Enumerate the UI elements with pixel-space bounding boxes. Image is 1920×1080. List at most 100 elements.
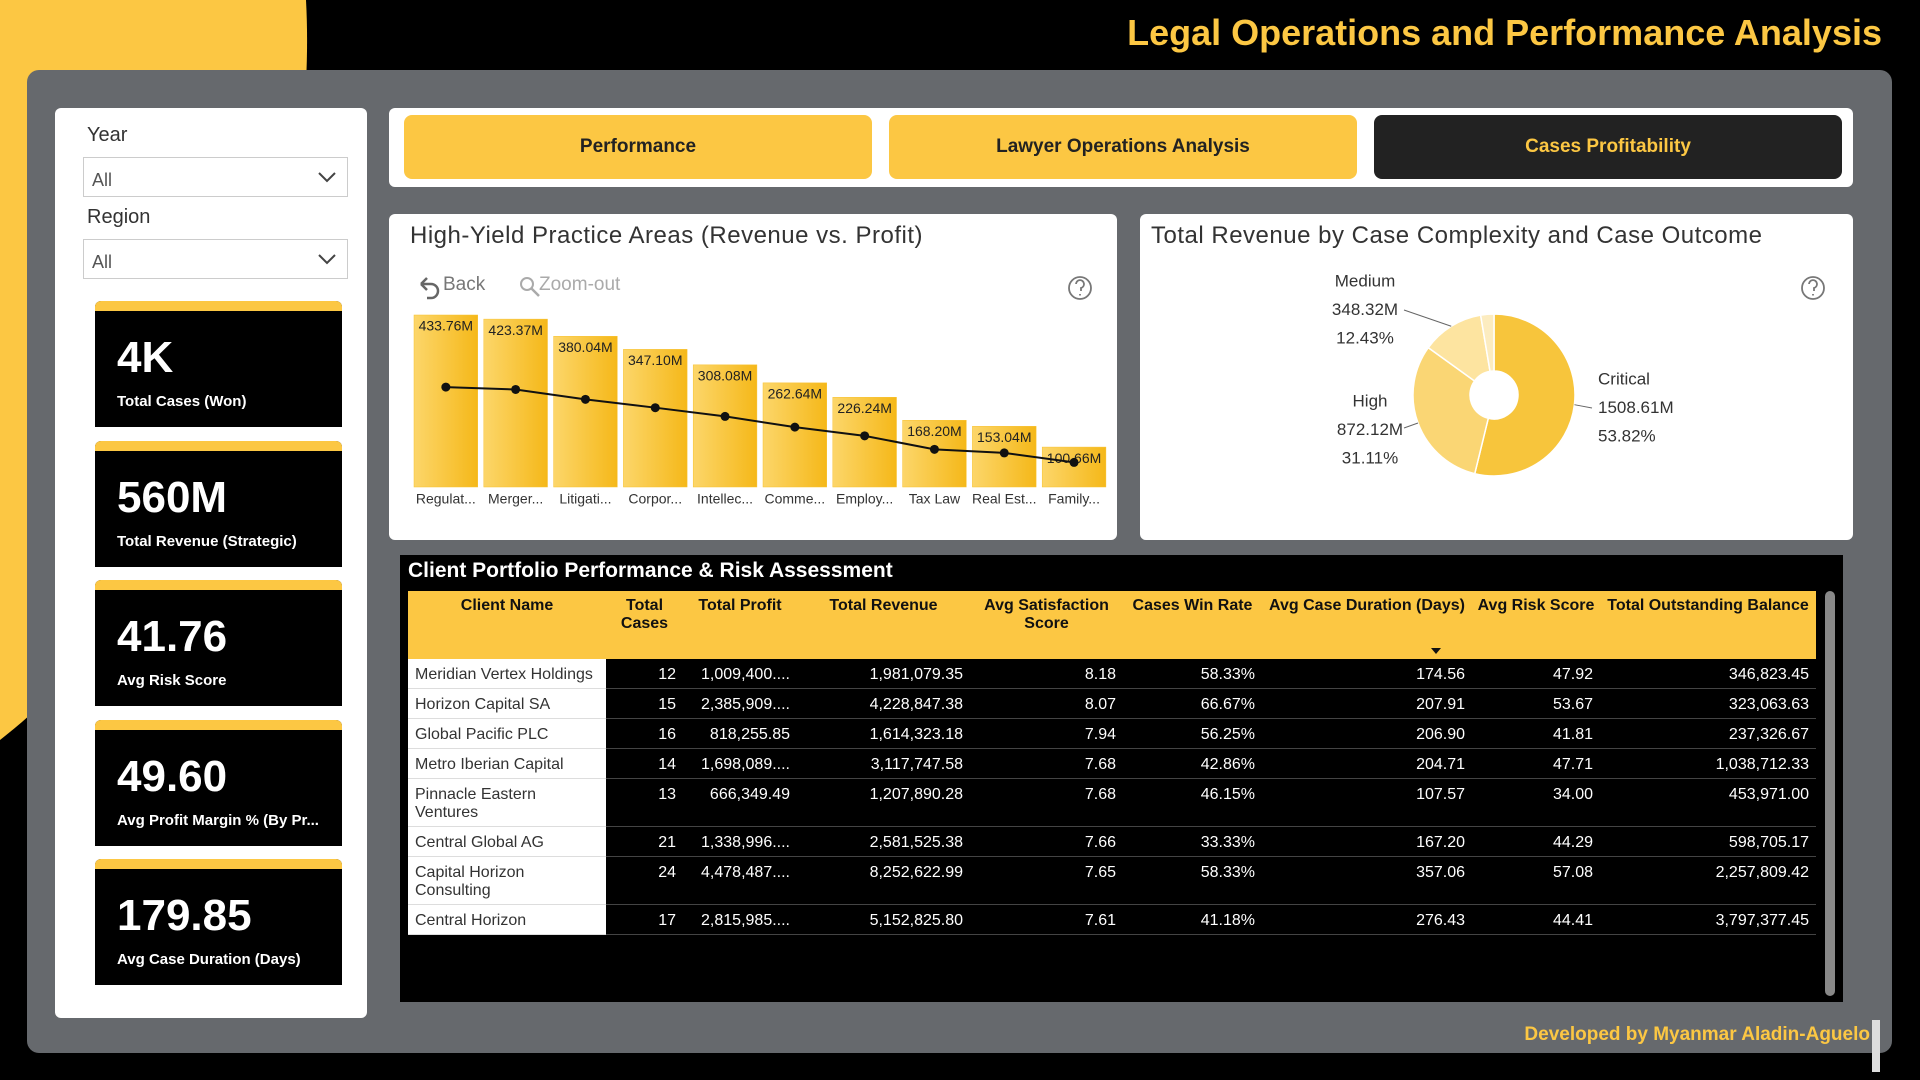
pie-slice[interactable] — [1412, 346, 1490, 475]
data-label: 168.20M — [907, 423, 961, 439]
table-row: Meridian Vertex Holdings 12 1,009,400.... 1… — [408, 659, 1816, 689]
data-label: 308.08M — [698, 368, 752, 384]
toolbar-button[interactable]: Back — [443, 274, 486, 295]
table-cell: 2,815,985.... — [683, 904, 797, 935]
data-label: 262.64M — [768, 386, 822, 402]
line-point[interactable] — [860, 431, 870, 441]
table-row: Pinnacle Eastern Ventures 13 666,349.49 1,2… — [408, 778, 1816, 827]
table-cell: 14 — [606, 748, 683, 779]
table-cell: 818,255.85 — [683, 718, 797, 749]
kpi-card: 179.85 Avg Case Duration (Days) — [95, 859, 342, 985]
table-row: Central Global AG 21 1,338,996.... 2,581,52… — [408, 826, 1816, 857]
table-cell: 346,823.45 — [1600, 659, 1816, 689]
chevron — [318, 172, 336, 183]
column-header[interactable]: Client Name — [408, 591, 606, 659]
table-cell: 357.06 — [1262, 856, 1472, 905]
x-tick-label: Merger... — [488, 491, 543, 507]
table-cell: 34.00 — [1472, 778, 1600, 827]
column-header[interactable]: Avg Risk Score — [1472, 591, 1600, 659]
column-header[interactable]: Total Revenue — [797, 591, 970, 659]
kpi-card: 41.76 Avg Risk Score — [95, 580, 342, 706]
table-cell: 2,581,525.38 — [797, 826, 970, 857]
line — [445, 386, 1075, 464]
column-header[interactable]: Avg Satisfaction Score — [970, 591, 1123, 659]
dropdown[interactable]: All — [83, 239, 348, 279]
table-cell: Capital Horizon Consulting — [408, 856, 606, 905]
back-icon — [420, 277, 440, 300]
kpi-strip — [95, 719, 342, 730]
kpi-strip — [95, 859, 342, 869]
line-point[interactable] — [720, 411, 730, 421]
table-row: Horizon Capital SA 15 2,385,909.... 4,228,8… — [408, 688, 1816, 719]
line-point[interactable] — [790, 422, 800, 432]
scrollbar[interactable] — [1825, 591, 1835, 996]
pie-slice[interactable] — [1479, 313, 1495, 373]
table-cell: 2,257,809.42 — [1600, 856, 1816, 905]
kpi-strip — [95, 440, 342, 451]
column-header[interactable]: Total Profit — [683, 591, 797, 659]
column-header[interactable]: Cases Win Rate — [1123, 591, 1262, 659]
sort-icon — [1431, 648, 1441, 654]
table-cell: Meridian Vertex Holdings — [408, 659, 606, 689]
pie-label: 53.82% — [1598, 426, 1656, 445]
chart-title: High-Yield Practice Areas (Revenue vs. P… — [410, 222, 923, 249]
table-cell: 5,152,825.80 — [797, 904, 970, 935]
table-cell: Central Horizon — [408, 904, 606, 935]
help-icon — [1808, 279, 1818, 296]
filter-label: Region — [87, 206, 151, 228]
zoom-icon — [530, 287, 540, 297]
help-icon[interactable] — [1801, 276, 1825, 300]
help-icon[interactable] — [1068, 276, 1092, 300]
bar[interactable] — [553, 336, 618, 488]
data-label: 423.37M — [488, 322, 542, 338]
table-cell: 47.92 — [1472, 659, 1600, 689]
kpi-strip — [95, 301, 342, 311]
x-tick-label: Employ... — [836, 491, 893, 507]
scroll-stub — [1872, 1020, 1880, 1072]
table-cell: 598,705.17 — [1600, 826, 1816, 857]
table-cell: 4,478,487.... — [683, 856, 797, 905]
chart-title: Total Revenue by Case Complexity and Cas… — [1151, 222, 1763, 249]
line-point[interactable] — [650, 403, 660, 413]
bar[interactable] — [692, 364, 758, 488]
column-header[interactable]: Total Outstanding Balance — [1600, 591, 1816, 659]
bar[interactable] — [832, 397, 897, 488]
line-point[interactable] — [929, 444, 939, 454]
column-header[interactable]: Total Cases — [606, 591, 683, 659]
bar[interactable] — [623, 349, 688, 488]
data-label: 347.10M — [628, 352, 682, 368]
bar[interactable] — [413, 314, 478, 488]
filter-label: Year — [87, 124, 128, 146]
pie-label: 1508.61M — [1598, 398, 1674, 417]
dropdown-value: All — [92, 170, 113, 190]
line-point[interactable] — [580, 394, 590, 404]
tab-button[interactable]: Cases Profitability — [1374, 115, 1842, 179]
tab-button[interactable]: Performance — [404, 115, 872, 179]
table-cell: 15 — [606, 688, 683, 719]
table-cell: 56.25% — [1123, 718, 1262, 749]
kpi-label: Avg Risk Score — [117, 672, 227, 689]
line-point[interactable] — [1069, 457, 1079, 467]
line-point[interactable] — [441, 382, 451, 392]
line-point[interactable] — [999, 448, 1009, 458]
toolbar-button[interactable]: Zoom-out — [539, 274, 621, 295]
pie-slice[interactable] — [1473, 313, 1576, 477]
table-cell: 21 — [606, 826, 683, 857]
kpi-label: Avg Profit Margin % (By Pr... — [117, 811, 319, 829]
bar[interactable] — [483, 318, 548, 488]
page-title: Legal Operations and Performance Analysi… — [1127, 12, 1882, 53]
kpi-label: Avg Case Duration (Days) — [117, 951, 301, 968]
x-tick-label: Regulat... — [416, 491, 476, 507]
column-header[interactable]: Avg Case Duration (Days) — [1262, 591, 1472, 659]
pie-label: Critical — [1598, 369, 1650, 388]
table-cell: 58.33% — [1123, 659, 1262, 689]
bar[interactable] — [1041, 446, 1107, 488]
tab-button[interactable]: Lawyer Operations Analysis — [889, 115, 1357, 179]
dropdown[interactable]: All — [83, 157, 348, 197]
line-point[interactable] — [511, 384, 521, 394]
bar[interactable] — [762, 382, 827, 488]
table-cell: 323,063.63 — [1600, 688, 1816, 719]
x-tick-label: Comme... — [765, 491, 826, 507]
table-cell: 7.68 — [970, 748, 1123, 779]
data-label: 153.04M — [977, 429, 1031, 445]
